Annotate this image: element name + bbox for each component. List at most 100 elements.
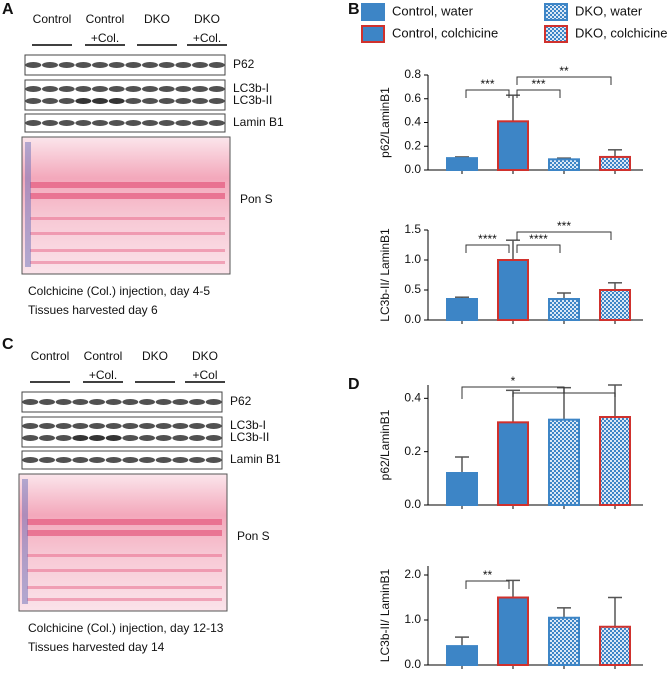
y-tick-label: 0.4 bbox=[404, 391, 421, 405]
blot-band bbox=[92, 62, 108, 68]
bar bbox=[548, 298, 580, 321]
blot-band bbox=[39, 435, 55, 441]
band-label: P62 bbox=[230, 394, 252, 408]
bar bbox=[497, 596, 529, 666]
band-label: LC3b-II bbox=[233, 93, 272, 107]
caption: Tissues harvested day 6 bbox=[28, 303, 158, 317]
blot-band bbox=[205, 423, 222, 429]
blot-band bbox=[58, 86, 75, 92]
panel-letter: A bbox=[2, 1, 14, 18]
bar bbox=[548, 418, 580, 506]
blot-band bbox=[108, 62, 125, 68]
y-tick-label: 0.0 bbox=[404, 162, 421, 176]
significance-bracket bbox=[465, 244, 510, 253]
blot-band bbox=[22, 423, 39, 429]
legend-swatch bbox=[361, 25, 385, 43]
band-label: Lamin B1 bbox=[230, 452, 281, 466]
significance-label: **** bbox=[529, 232, 548, 246]
blot-band bbox=[189, 399, 205, 405]
blot-band bbox=[39, 399, 55, 405]
blot-band bbox=[139, 457, 155, 463]
blot-band bbox=[142, 98, 158, 104]
group-label: DKO bbox=[194, 12, 220, 26]
blot-band bbox=[122, 435, 139, 441]
group-label: +Col. bbox=[89, 368, 117, 382]
blot-band bbox=[25, 62, 42, 68]
bar bbox=[446, 298, 478, 321]
blot-band bbox=[142, 62, 158, 68]
significance-bracket bbox=[461, 386, 565, 399]
blot-band bbox=[25, 98, 42, 104]
y-tick-label: 0.5 bbox=[404, 282, 421, 296]
y-axis-label: LC3b-II/ LaminB1 bbox=[378, 568, 392, 662]
blot-band bbox=[125, 120, 142, 126]
blot-band bbox=[158, 86, 175, 92]
blot-band bbox=[39, 423, 55, 429]
blot-band bbox=[192, 98, 208, 104]
group-label: DKO bbox=[142, 349, 168, 363]
significance-label: *** bbox=[480, 77, 494, 91]
y-tick-label: 0.0 bbox=[404, 497, 421, 511]
blot-band bbox=[122, 457, 139, 463]
blot-band bbox=[108, 98, 125, 104]
legend-label: Control, colchicine bbox=[392, 25, 498, 40]
blot-band bbox=[72, 423, 89, 429]
blot-band bbox=[175, 120, 192, 126]
blot-band bbox=[58, 120, 75, 126]
y-tick-label: 0.8 bbox=[404, 67, 421, 81]
y-axis-label: p62/LaminB1 bbox=[378, 87, 392, 158]
blot-band bbox=[89, 399, 105, 405]
panel-letter: B bbox=[348, 1, 360, 18]
bar bbox=[446, 645, 478, 666]
legend-label: DKO, colchicine bbox=[575, 25, 667, 40]
significance-bracket bbox=[465, 89, 510, 98]
blot-band bbox=[72, 435, 89, 441]
y-axis-label: LC3b-II/ LaminB1 bbox=[378, 228, 392, 322]
blot-band bbox=[158, 120, 175, 126]
blot-band bbox=[92, 120, 108, 126]
blot-band bbox=[108, 86, 125, 92]
blot-band bbox=[125, 86, 142, 92]
blot-box bbox=[24, 79, 226, 111]
ponceau-stain bbox=[18, 473, 228, 612]
blot-band bbox=[55, 423, 72, 429]
blot-band bbox=[142, 120, 158, 126]
y-tick-label: 0.6 bbox=[404, 91, 421, 105]
caption: Colchicine (Col.) injection, day 4-5 bbox=[28, 284, 210, 298]
y-tick-label: 0.2 bbox=[404, 444, 421, 458]
bar bbox=[548, 158, 580, 171]
blot-band bbox=[55, 399, 72, 405]
blot-band bbox=[39, 457, 55, 463]
band-label: Pon S bbox=[237, 529, 270, 543]
blot-band bbox=[42, 62, 58, 68]
blot-band bbox=[208, 62, 225, 68]
ponceau-band bbox=[27, 519, 222, 525]
group-label: Control bbox=[33, 12, 72, 26]
group-label: +Col. bbox=[91, 31, 119, 45]
blot-band bbox=[175, 86, 192, 92]
blot-band bbox=[92, 98, 108, 104]
blot-band bbox=[192, 62, 208, 68]
blot-band bbox=[158, 62, 175, 68]
blot-band bbox=[75, 98, 92, 104]
legend-label: Control, water bbox=[392, 3, 474, 18]
blot-box bbox=[21, 391, 223, 413]
blot-band bbox=[92, 86, 108, 92]
bar bbox=[497, 421, 529, 507]
blot-band bbox=[205, 435, 222, 441]
blot-band bbox=[42, 98, 58, 104]
blot-band bbox=[89, 457, 105, 463]
blot-band bbox=[122, 399, 139, 405]
blot-band bbox=[105, 423, 122, 429]
blot-band bbox=[175, 62, 192, 68]
blot-band bbox=[208, 120, 225, 126]
bar bbox=[446, 472, 478, 506]
bar bbox=[599, 416, 631, 506]
blot-band bbox=[89, 435, 105, 441]
blot-band bbox=[22, 457, 39, 463]
blot-band bbox=[175, 98, 192, 104]
ponceau-band bbox=[30, 232, 225, 235]
panel-letter: C bbox=[2, 336, 14, 353]
blot-band bbox=[192, 86, 208, 92]
y-tick-label: 1.0 bbox=[404, 612, 421, 626]
